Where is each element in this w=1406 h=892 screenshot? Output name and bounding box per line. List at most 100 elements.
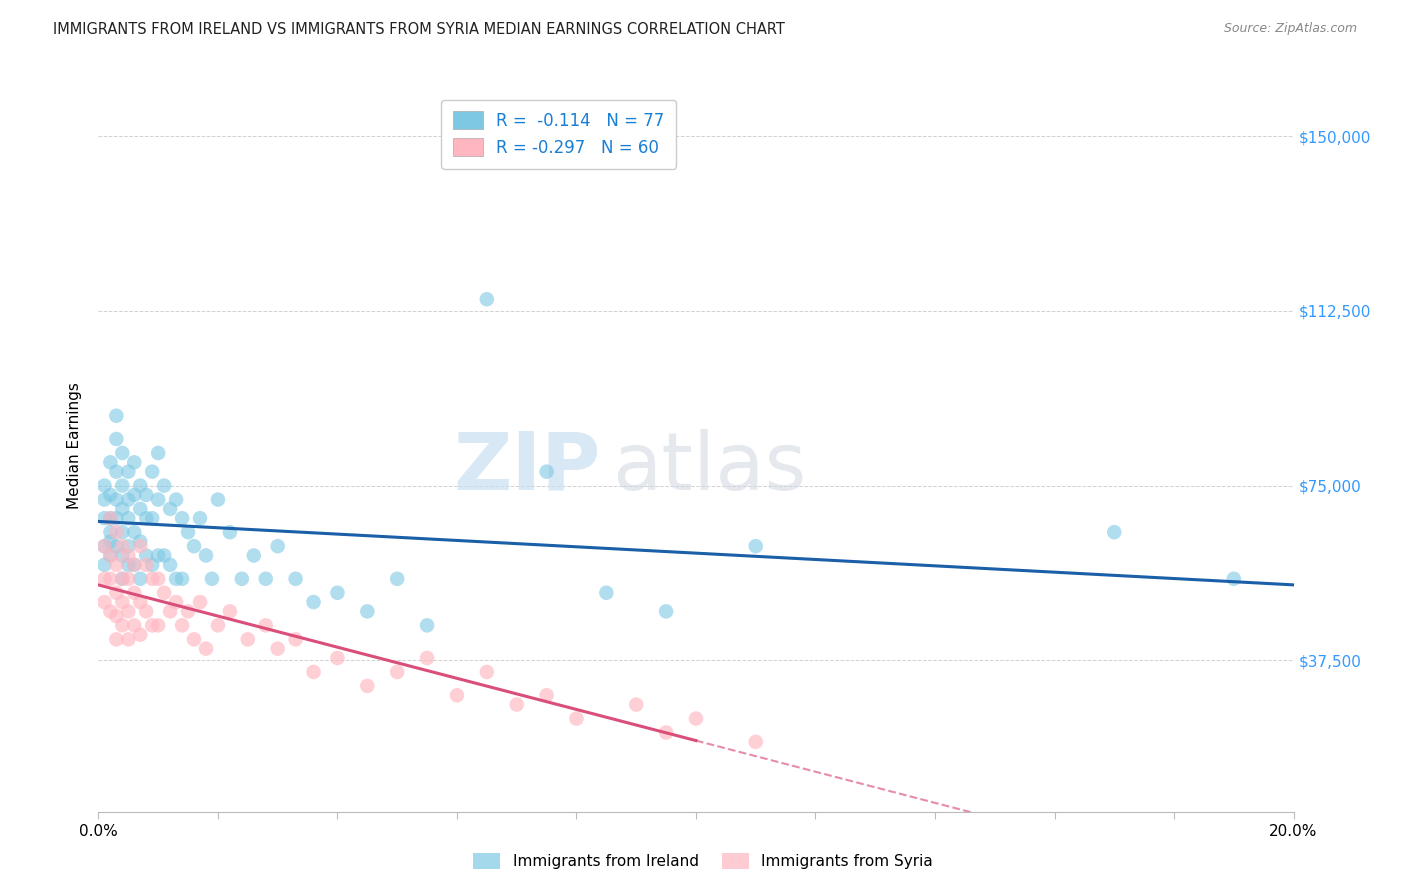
Point (98, 525, 122, 540)
Point (98, 511, 122, 525)
Point (135, 549, 157, 563)
Point (302, 665, 325, 679)
Point (111, 539, 134, 553)
Point (98, 511, 122, 525)
Point (745, 735, 768, 749)
Point (626, 698, 648, 712)
Point (195, 549, 218, 563)
Point (93, 539, 115, 553)
Point (111, 572, 134, 586)
Point (565, 712, 588, 726)
Point (183, 632, 205, 647)
Point (129, 502, 152, 516)
Point (117, 632, 139, 647)
Point (98, 488, 122, 502)
Point (165, 572, 187, 586)
Point (111, 549, 134, 563)
Point (129, 595, 152, 609)
Point (111, 446, 134, 460)
Point (124, 586, 146, 600)
Point (105, 539, 128, 553)
Point (117, 604, 139, 618)
Point (236, 632, 259, 647)
Point (124, 488, 146, 502)
Point (141, 465, 163, 479)
Point (105, 465, 128, 479)
Point (98, 534, 122, 549)
Point (536, 465, 558, 479)
Point (111, 525, 134, 540)
Point (135, 511, 157, 525)
Point (105, 586, 128, 600)
Point (595, 586, 617, 600)
Point (159, 558, 181, 572)
Text: Source: ZipAtlas.com: Source: ZipAtlas.com (1223, 22, 1357, 36)
Point (231, 572, 253, 586)
Point (117, 549, 139, 563)
Point (141, 572, 163, 586)
Point (117, 539, 139, 553)
Point (416, 618, 439, 632)
Point (267, 641, 290, 656)
Point (105, 525, 128, 540)
Point (195, 641, 218, 656)
Point (153, 478, 176, 492)
Point (446, 688, 468, 702)
Point (148, 549, 170, 563)
Point (172, 572, 194, 586)
Point (188, 595, 211, 609)
Point (111, 618, 134, 632)
Legend: Immigrants from Ireland, Immigrants from Syria: Immigrants from Ireland, Immigrants from… (467, 847, 939, 875)
Point (129, 539, 152, 553)
Point (105, 511, 128, 525)
Y-axis label: Median Earnings: Median Earnings (67, 383, 83, 509)
Point (284, 632, 307, 647)
Point (243, 549, 266, 563)
Point (111, 595, 134, 609)
Point (105, 409, 128, 423)
Point (148, 492, 170, 507)
Point (506, 698, 529, 712)
Point (219, 525, 242, 540)
Point (165, 595, 187, 609)
Point (117, 465, 139, 479)
Point (141, 558, 163, 572)
Point (111, 478, 134, 492)
Point (153, 549, 176, 563)
Point (685, 712, 707, 726)
Point (98, 455, 122, 469)
Point (159, 502, 181, 516)
Point (655, 604, 678, 618)
Point (117, 511, 139, 525)
Point (98, 549, 122, 563)
Point (129, 478, 152, 492)
Point (124, 455, 146, 469)
Point (93, 511, 115, 525)
Point (254, 618, 277, 632)
Text: ZIP: ZIP (453, 429, 600, 507)
Point (105, 492, 128, 507)
Point (135, 558, 157, 572)
Point (124, 558, 146, 572)
Point (153, 586, 176, 600)
Point (98, 572, 122, 586)
Point (356, 604, 378, 618)
Point (326, 651, 349, 665)
Point (1104, 525, 1126, 540)
Point (105, 432, 128, 446)
Point (177, 604, 200, 618)
Point (177, 525, 200, 540)
Point (93, 478, 115, 492)
Point (93, 558, 115, 572)
Point (172, 618, 194, 632)
Point (129, 534, 152, 549)
Point (105, 632, 128, 647)
Text: atlas: atlas (613, 429, 807, 507)
Point (183, 539, 205, 553)
Point (105, 609, 128, 624)
Point (475, 292, 498, 306)
Legend: R =  -0.114   N = 77, R = -0.297   N = 60: R = -0.114 N = 77, R = -0.297 N = 60 (441, 100, 676, 169)
Point (207, 618, 229, 632)
Point (117, 572, 139, 586)
Point (284, 572, 307, 586)
